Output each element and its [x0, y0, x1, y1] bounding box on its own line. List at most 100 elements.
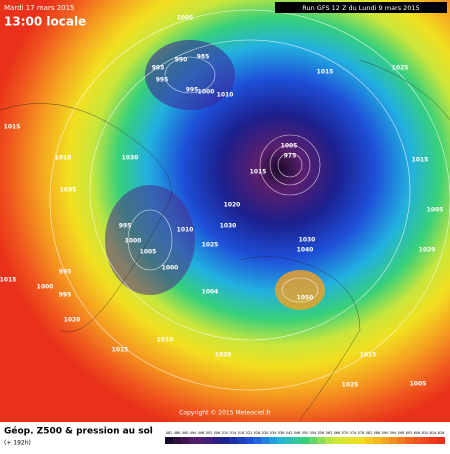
pressure-label: 1030: [220, 223, 237, 230]
colorbar-tick-label: 530: [262, 431, 270, 435]
colorbar-cell: [181, 437, 189, 444]
footer-lead: (+ 192h): [4, 440, 31, 447]
colorbar-cell: [405, 437, 413, 444]
pressure-label: 1005: [427, 207, 444, 214]
pressure-label: 995: [156, 77, 169, 84]
colorbar-cell: [357, 437, 365, 444]
pressure-label: 995: [119, 223, 132, 230]
colorbar-cell: [421, 437, 429, 444]
footer-title: Géop. Z500 & pression au sol: [4, 426, 153, 437]
colorbar-cell: [277, 437, 285, 444]
colorbar-cell: [197, 437, 205, 444]
colorbar-cell: [173, 437, 181, 444]
colorbar-tick-label: 490: [182, 431, 190, 435]
colorbar: 482 486 490 494 498 502 506 510 514 518 522 526 530 5…: [165, 431, 445, 444]
colorbar-cell: [397, 437, 405, 444]
pressure-label: 1010: [157, 337, 174, 344]
colorbar-cell: [269, 437, 277, 444]
colorbar-tick-label: 578: [358, 431, 366, 435]
colorbar-cell: [293, 437, 301, 444]
colorbar-cell: [317, 437, 325, 444]
pressure-label: 1005: [410, 381, 427, 388]
pressure-label: 1005: [140, 249, 157, 256]
pressure-label: 1035: [60, 187, 77, 194]
pressure-label: 1010: [217, 92, 234, 99]
pressure-label: 990: [175, 57, 188, 64]
colorbar-tick-label: 482: [166, 431, 173, 435]
pressure-label: 1015: [412, 157, 429, 164]
pressure-label: 1040: [297, 247, 314, 254]
pressure-label: 1010: [55, 155, 72, 162]
copyright: Copyright © 2015 Meteociel.fr: [179, 410, 271, 417]
colorbar-tick-label: 618: [438, 431, 446, 435]
colorbar-tick-label: 518: [238, 431, 246, 435]
pressure-label: 1015: [317, 69, 334, 76]
pressure-label: 1000: [125, 238, 142, 245]
pressure-label: 1015: [4, 124, 21, 131]
pressure-label: 1020: [419, 247, 436, 254]
pressure-label: 1015: [360, 352, 377, 359]
run-info: Run GFS 12 Z du Lundi 9 mars 2015: [302, 4, 419, 12]
colorbar-cell: [229, 437, 237, 444]
pressure-label: 1015: [112, 347, 129, 354]
colorbar-tick-label: 506: [214, 431, 222, 435]
pressure-label: 1030: [299, 237, 316, 244]
pressure-label: 1005: [177, 15, 194, 22]
pressure-label: 1020: [224, 202, 241, 209]
pressure-label: 995: [152, 65, 165, 72]
colorbar-tick-label: 558: [318, 431, 326, 435]
pressure-label: 1025: [342, 382, 359, 389]
colorbar-cell: [189, 437, 197, 444]
pressure-label: 1025: [202, 242, 219, 249]
colorbar-tick-label: 546: [294, 431, 302, 435]
pressure-label: 1005: [281, 143, 298, 150]
colorbar-tick-label: 502: [206, 431, 213, 435]
colorbar-tick-label: 522: [246, 431, 253, 435]
colorbar-tick-label: 566: [334, 431, 342, 435]
colorbar-tick-label: 598: [398, 431, 406, 435]
low-area: [105, 185, 195, 295]
colorbar-tick-label: 486: [174, 431, 182, 435]
colorbar-tick-label: 526: [254, 431, 262, 435]
isobars: [49, 9, 450, 391]
colorbar-cell: [245, 437, 253, 444]
colorbar-tick-label: 550: [302, 431, 310, 435]
low-area: [145, 40, 235, 110]
colorbar-cell: [165, 437, 173, 444]
colorbar-cell: [325, 437, 333, 444]
pressure-label: 1020: [64, 317, 81, 324]
colorbar-cell: [205, 437, 213, 444]
colorbar-cell: [365, 437, 373, 444]
colorbar-tick-label: 538: [278, 431, 286, 435]
colorbar-tick-label: 574: [350, 431, 358, 435]
colorbar-tick-label: 542: [286, 431, 293, 435]
colorbar-tick-label: 582: [366, 431, 373, 435]
colorbar-cell: [381, 437, 389, 444]
colorbar-cell: [341, 437, 349, 444]
colorbar-tick-label: 602: [406, 431, 413, 435]
colorbar-cell: [213, 437, 221, 444]
pressure-label: 1030: [122, 155, 139, 162]
colorbar-tick-label: 594: [390, 431, 398, 435]
colorbar-tick-label: 510: [222, 431, 230, 435]
colorbar-tick-label: 570: [342, 431, 350, 435]
colorbar-cell: [349, 437, 357, 444]
pressure-label: 995: [59, 292, 72, 299]
colorbar-cell: [285, 437, 293, 444]
colorbar-tick-label: 514: [230, 431, 238, 435]
pressure-label: 1000: [162, 265, 179, 272]
pressure-label: 1015: [250, 169, 267, 176]
pressure-label: 1020: [215, 352, 232, 359]
colorbar-tick-label: 498: [198, 431, 206, 435]
colorbar-cell: [221, 437, 229, 444]
pressure-label: 995: [59, 269, 72, 276]
colorbar-cell: [389, 437, 397, 444]
colorbar-cell: [333, 437, 341, 444]
pressure-label: 1010: [177, 227, 194, 234]
colorbar-tick-label: 590: [382, 431, 390, 435]
colorbar-tick-label: 562: [326, 431, 333, 435]
colorbar-cell: [413, 437, 421, 444]
time: 13:00 locale: [4, 15, 86, 29]
colorbar-cell: [237, 437, 245, 444]
